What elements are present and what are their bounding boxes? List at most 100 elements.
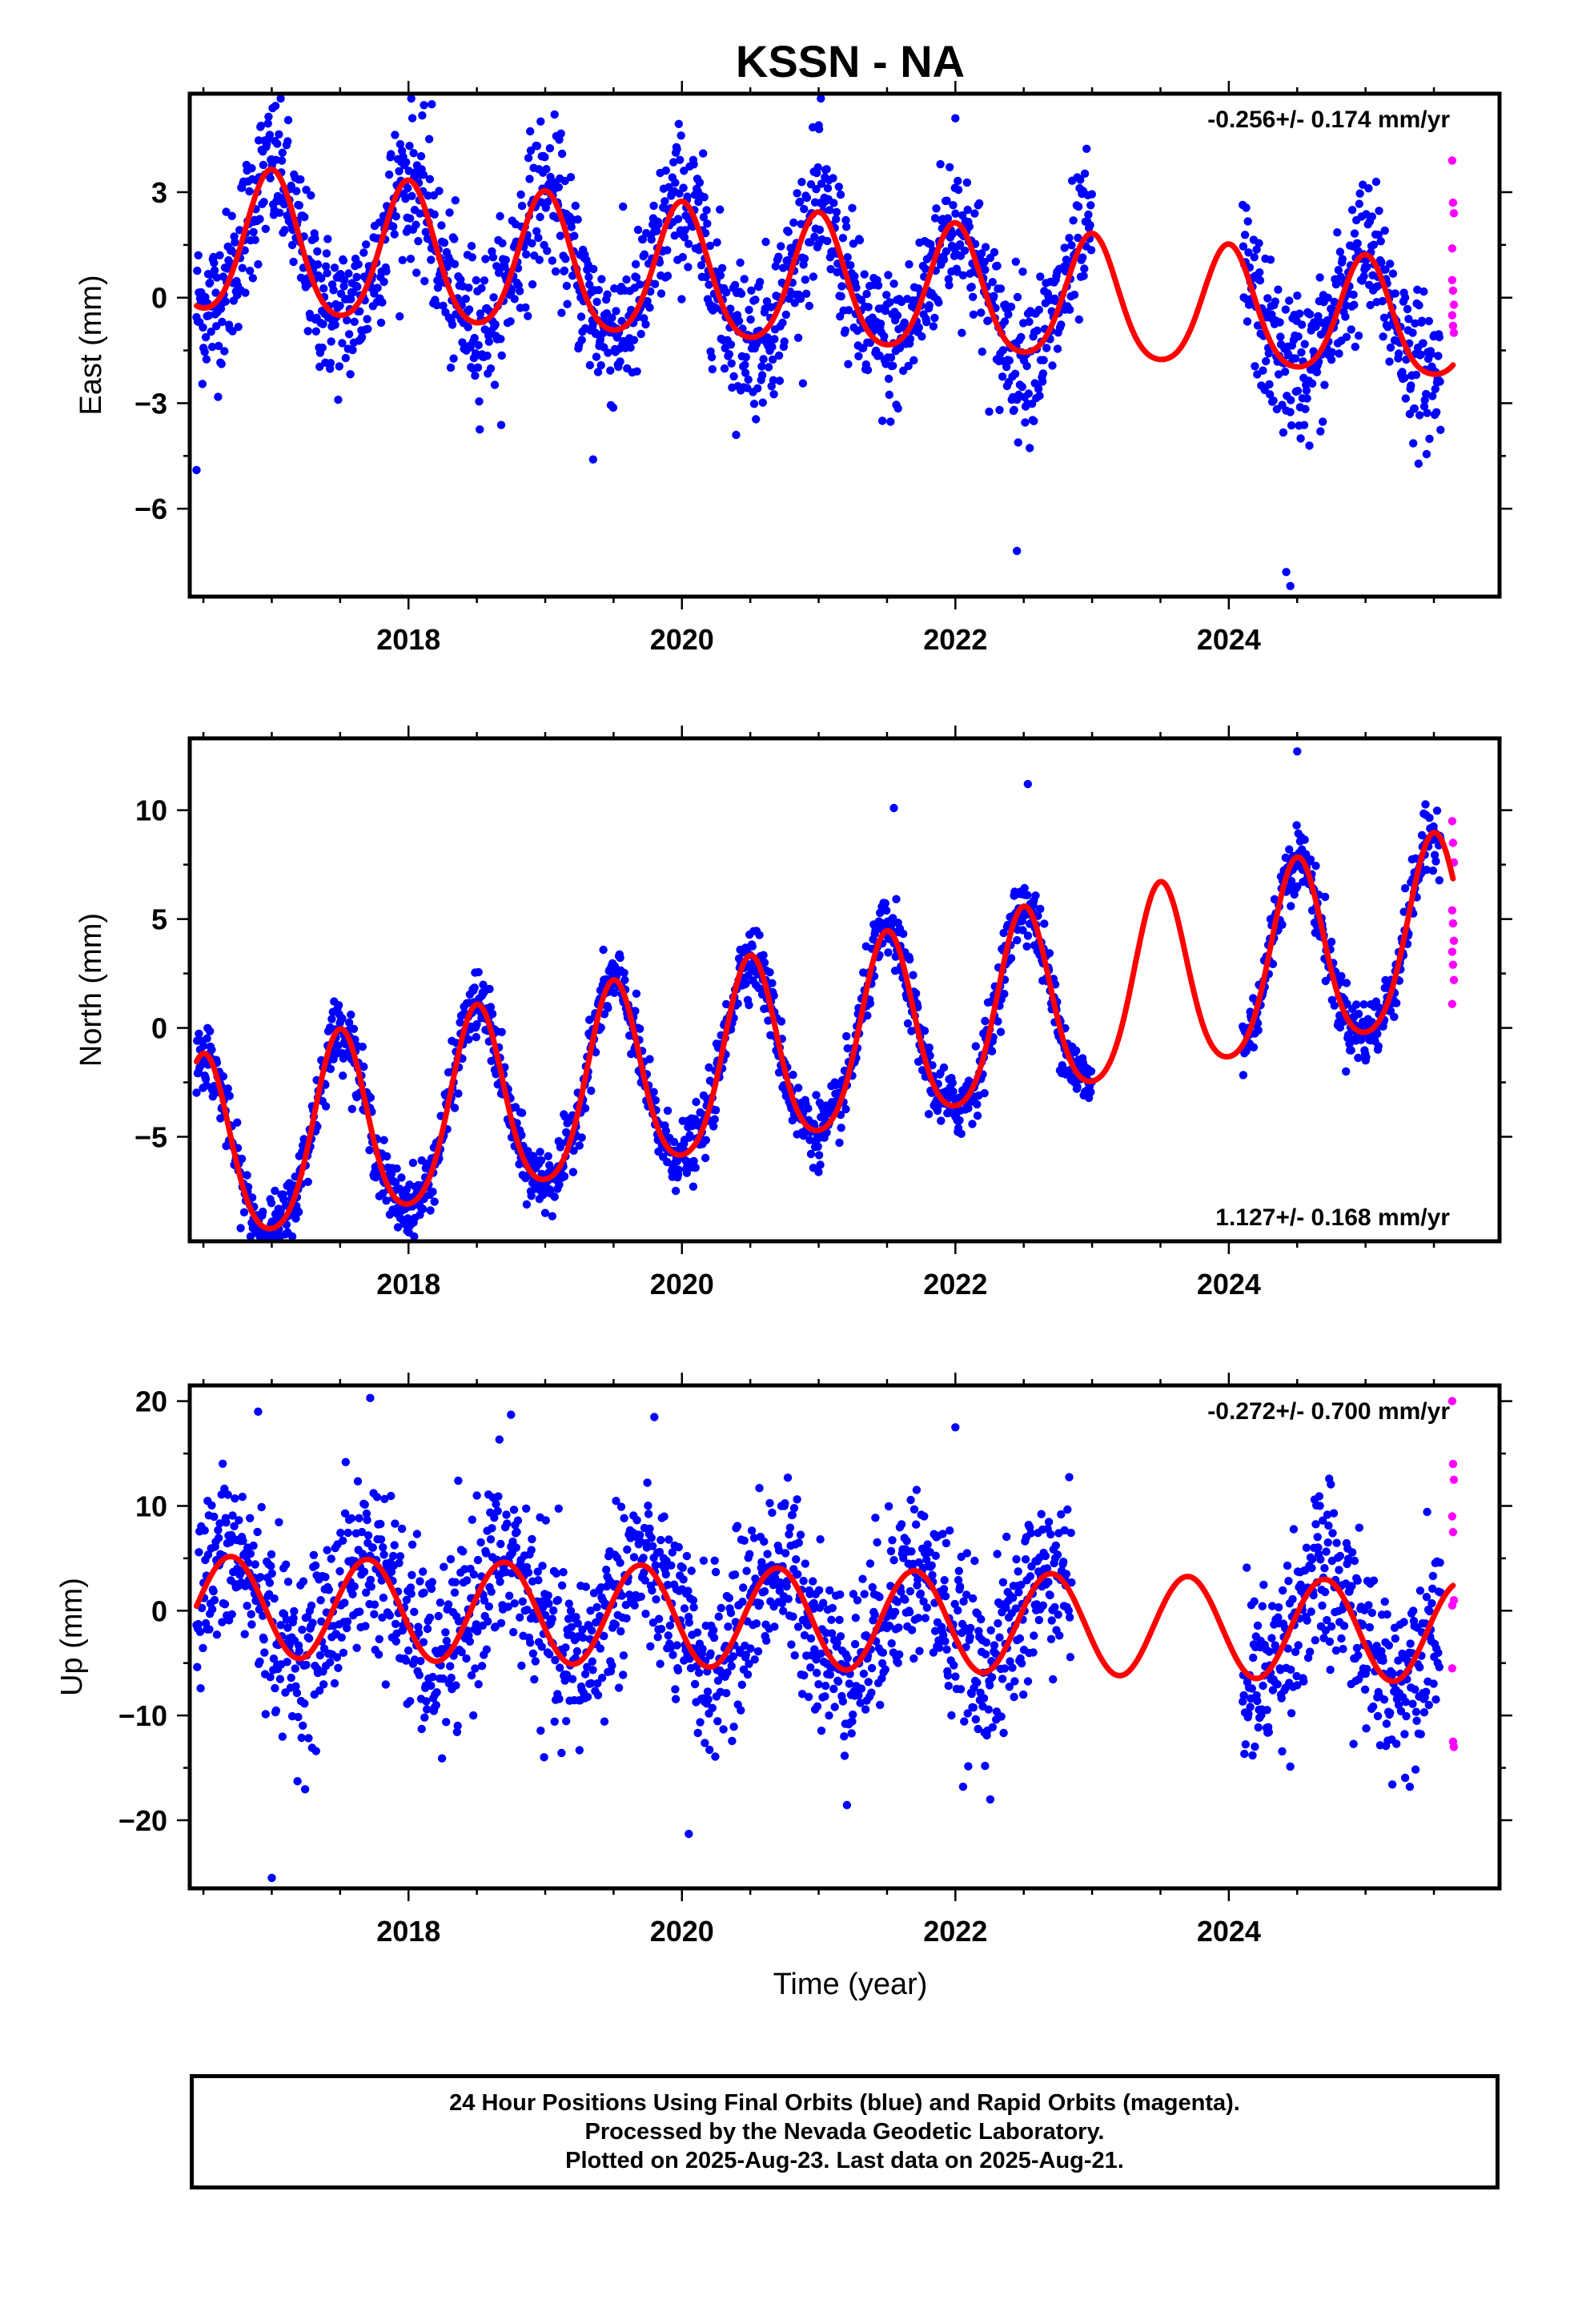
- north-final-point: [203, 1034, 211, 1043]
- east-final-point: [1010, 405, 1018, 415]
- up-final-point: [477, 1662, 487, 1671]
- up-final-point: [513, 1516, 523, 1525]
- north-final-point: [973, 1100, 982, 1109]
- up-final-point: [397, 1524, 407, 1534]
- up-final-point: [347, 1514, 356, 1523]
- east-final-point: [783, 255, 793, 265]
- east-final-point: [771, 262, 780, 271]
- up-final-point: [196, 1684, 205, 1693]
- up-final-point: [410, 1607, 419, 1617]
- east-final-point: [1282, 568, 1291, 577]
- east-final-point: [1269, 396, 1278, 405]
- north-rapid-point: [1449, 975, 1459, 985]
- up-final-point: [427, 1584, 436, 1594]
- east-final-point: [1374, 231, 1383, 239]
- east-final-point: [396, 312, 404, 321]
- north-final-point: [926, 1051, 934, 1060]
- east-final-point: [245, 187, 254, 196]
- north-final-point: [689, 1156, 698, 1166]
- north-plot-frame: [187, 736, 1502, 1244]
- east-final-point: [777, 242, 785, 251]
- east-final-point: [633, 225, 643, 235]
- up-final-point: [376, 1519, 385, 1529]
- up-final-point: [402, 1595, 412, 1605]
- up-final-point: [488, 1524, 496, 1533]
- east-final-point: [1035, 392, 1044, 400]
- east-final-point: [842, 223, 851, 231]
- up-final-point: [587, 1626, 596, 1635]
- north-final-point: [1018, 926, 1027, 935]
- east-final-point: [588, 321, 597, 330]
- east-final-point: [596, 361, 605, 370]
- east-final-point: [1347, 206, 1357, 215]
- up-final-point: [753, 1647, 763, 1656]
- up-final-point: [783, 1474, 793, 1482]
- north-final-point: [219, 1072, 228, 1081]
- east-final-point: [420, 101, 428, 110]
- north-final-point: [600, 1010, 609, 1019]
- east-final-point: [975, 199, 984, 208]
- east-final-point: [220, 347, 229, 356]
- east-final-point: [461, 295, 470, 304]
- east-final-point: [862, 289, 871, 299]
- east-final-point: [793, 189, 801, 198]
- up-final-point: [289, 1614, 298, 1622]
- up-final-point: [363, 1515, 371, 1525]
- east-final-point: [769, 390, 778, 399]
- up-final-point: [374, 1650, 383, 1659]
- up-final-point: [447, 1673, 456, 1683]
- up-final-point: [480, 1596, 489, 1605]
- up-final-point: [390, 1541, 399, 1550]
- north-final-point: [488, 1009, 497, 1019]
- up-final-point: [655, 1547, 665, 1557]
- up-final-point: [690, 1679, 700, 1689]
- east-final-point: [1018, 267, 1027, 276]
- east-final-point: [1314, 312, 1323, 320]
- east-final-point: [428, 100, 436, 109]
- north-final-point: [271, 1186, 279, 1196]
- north-final-point: [768, 979, 777, 987]
- up-final-point: [723, 1668, 732, 1677]
- east-final-point: [677, 131, 685, 140]
- east-final-point: [929, 322, 938, 331]
- up-final-point: [806, 1663, 815, 1672]
- north-final-point: [651, 1096, 660, 1105]
- up-final-point: [247, 1620, 256, 1629]
- east-final-point: [1266, 255, 1275, 264]
- east-final-point: [764, 363, 773, 372]
- east-final-point: [716, 205, 725, 214]
- north-final-point: [321, 1102, 331, 1111]
- east-final-point: [1084, 210, 1093, 219]
- east-final-point: [1275, 318, 1284, 327]
- north-final-point: [1373, 1029, 1382, 1039]
- up-final-point: [414, 1622, 423, 1631]
- up-final-point: [267, 1550, 276, 1559]
- east-final-point: [464, 305, 474, 314]
- east-final-point: [1422, 389, 1431, 399]
- north-final-point: [705, 1063, 713, 1072]
- east-final-point: [689, 160, 698, 169]
- north-final-point: [1036, 904, 1045, 914]
- up-final-point: [578, 1625, 587, 1634]
- east-final-point: [319, 320, 327, 328]
- up-final-point: [381, 1680, 390, 1689]
- up-final-point: [794, 1538, 803, 1547]
- north-final-point: [948, 1079, 958, 1088]
- up-final-point: [703, 1687, 713, 1696]
- up-final-point: [789, 1612, 797, 1621]
- east-final-point: [207, 328, 215, 336]
- up-final-point: [473, 1555, 483, 1565]
- east-final-point: [815, 225, 825, 235]
- north-final-point: [287, 1232, 297, 1241]
- up-final-point: [616, 1502, 626, 1511]
- up-final-point: [379, 1593, 388, 1602]
- up-final-point: [412, 1530, 422, 1538]
- east-final-point: [496, 335, 505, 344]
- up-final-point: [452, 1727, 462, 1736]
- north-final-point: [1086, 1067, 1096, 1076]
- east-final-point: [329, 286, 338, 295]
- north-final-point: [555, 1180, 564, 1189]
- east-final-point: [725, 350, 733, 359]
- north-final-point: [890, 967, 900, 975]
